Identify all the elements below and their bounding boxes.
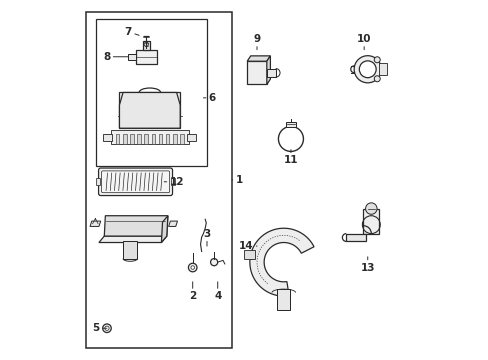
Bar bbox=[116, 134, 119, 144]
Text: 5: 5 bbox=[92, 323, 107, 333]
Bar bbox=[246, 61, 266, 85]
Text: 10: 10 bbox=[356, 34, 371, 50]
Polygon shape bbox=[161, 216, 167, 243]
Bar bbox=[96, 178, 100, 185]
Text: 14: 14 bbox=[239, 241, 257, 251]
Circle shape bbox=[359, 61, 375, 78]
Circle shape bbox=[144, 42, 148, 46]
FancyBboxPatch shape bbox=[99, 168, 172, 195]
Circle shape bbox=[373, 57, 380, 63]
Polygon shape bbox=[249, 228, 313, 296]
Bar bbox=[144, 134, 148, 144]
Text: 8: 8 bbox=[103, 52, 128, 62]
Polygon shape bbox=[266, 56, 270, 85]
Bar bbox=[130, 134, 134, 144]
Bar bbox=[173, 134, 176, 144]
Bar bbox=[96, 19, 206, 166]
Bar bbox=[379, 63, 386, 75]
Bar bbox=[187, 134, 196, 141]
Bar bbox=[159, 134, 162, 144]
Bar bbox=[165, 134, 169, 144]
Circle shape bbox=[102, 324, 111, 333]
Text: 12: 12 bbox=[164, 177, 183, 187]
Bar bbox=[277, 289, 290, 310]
Bar bbox=[103, 134, 112, 141]
Text: 3: 3 bbox=[203, 229, 210, 246]
Bar bbox=[119, 93, 180, 128]
Text: 9: 9 bbox=[253, 34, 260, 50]
Circle shape bbox=[373, 76, 380, 82]
Bar bbox=[346, 234, 365, 242]
Bar bbox=[180, 134, 183, 144]
Polygon shape bbox=[90, 221, 101, 226]
Polygon shape bbox=[99, 236, 166, 243]
Bar bbox=[128, 54, 136, 60]
Bar bbox=[244, 249, 255, 258]
Bar bbox=[135, 50, 157, 64]
Bar bbox=[123, 242, 137, 258]
Circle shape bbox=[210, 258, 217, 266]
Circle shape bbox=[104, 326, 109, 330]
Circle shape bbox=[190, 266, 194, 269]
Bar bbox=[123, 134, 126, 144]
Bar bbox=[266, 68, 275, 77]
Bar bbox=[363, 208, 378, 234]
Text: 7: 7 bbox=[124, 27, 139, 37]
Polygon shape bbox=[246, 56, 270, 61]
Polygon shape bbox=[168, 221, 177, 226]
Circle shape bbox=[365, 203, 376, 214]
Polygon shape bbox=[104, 216, 167, 236]
Circle shape bbox=[188, 263, 197, 272]
Bar bbox=[142, 41, 149, 50]
Text: 2: 2 bbox=[189, 282, 196, 301]
Bar bbox=[85, 12, 231, 348]
Text: 4: 4 bbox=[214, 282, 221, 301]
Bar bbox=[285, 122, 295, 127]
Bar bbox=[170, 178, 175, 185]
Text: 1: 1 bbox=[231, 175, 242, 185]
Text: 13: 13 bbox=[360, 257, 374, 273]
Circle shape bbox=[353, 56, 381, 83]
Bar bbox=[110, 130, 189, 144]
Text: 6: 6 bbox=[203, 93, 216, 103]
Bar bbox=[137, 134, 141, 144]
Text: 11: 11 bbox=[283, 150, 298, 165]
Polygon shape bbox=[119, 93, 180, 128]
Bar bbox=[151, 134, 155, 144]
